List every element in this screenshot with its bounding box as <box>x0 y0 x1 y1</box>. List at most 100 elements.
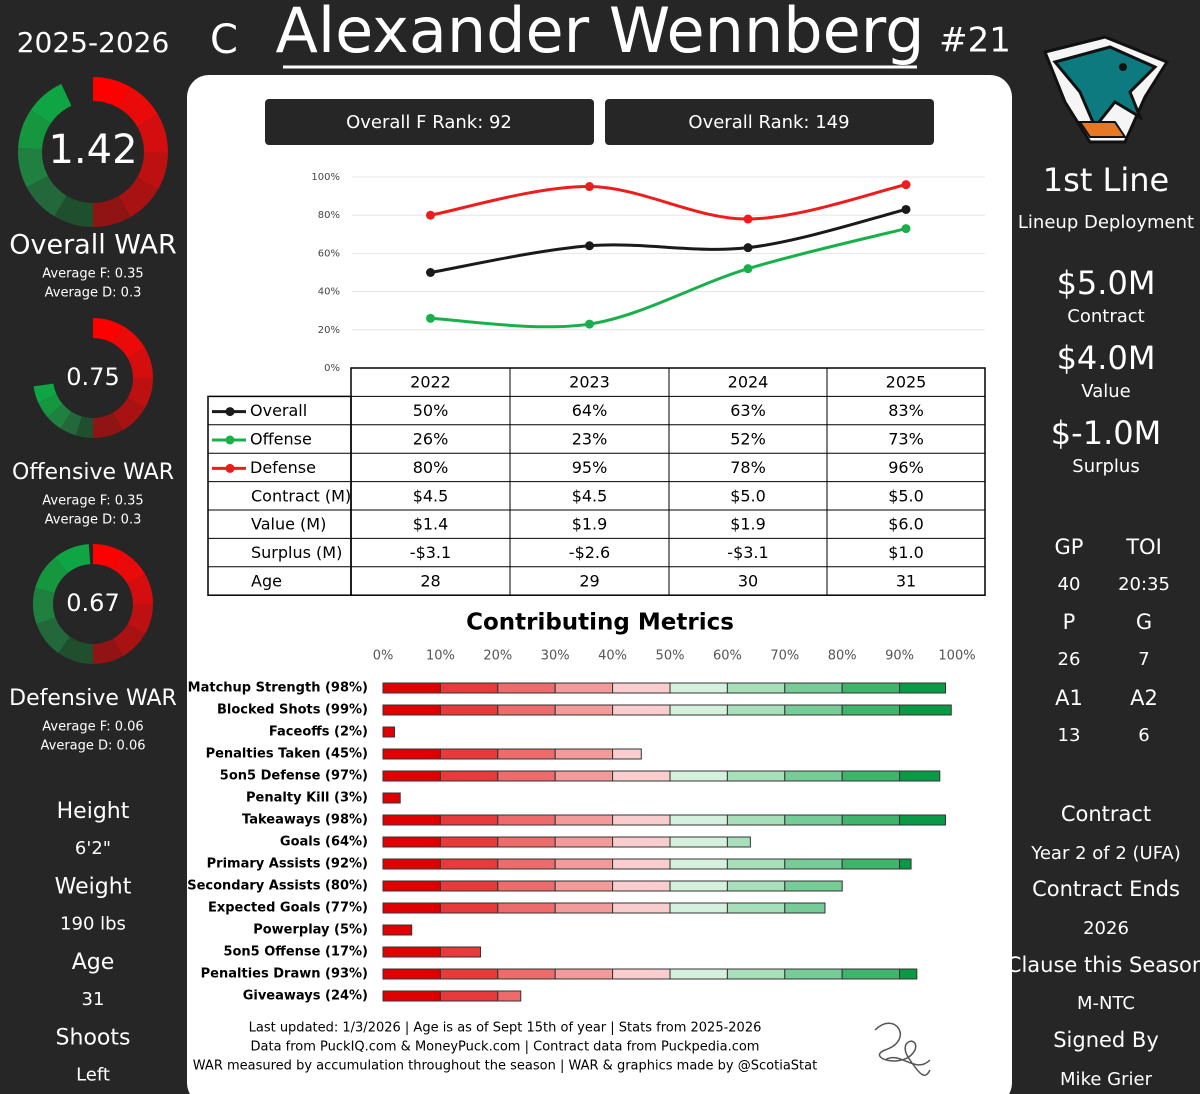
player-name: Alexander Wennberg <box>275 0 924 67</box>
gauge-segment <box>113 398 145 430</box>
bar-segment <box>382 814 441 826</box>
x-tick-label: 80% <box>828 649 857 664</box>
bar-segment <box>439 968 499 980</box>
footer-note: WAR measured by accumulation throughout … <box>193 1059 817 1074</box>
money-label: Contract <box>1067 306 1144 327</box>
gauge-segment <box>93 638 123 664</box>
money-label: Surplus <box>1072 456 1139 477</box>
legend-dot <box>225 435 235 445</box>
contract-info: Year 2 of 2 (UFA) <box>1030 843 1180 864</box>
bar-segment <box>497 880 556 892</box>
bar-segment <box>669 858 728 870</box>
bio-value: 31 <box>82 989 105 1010</box>
bar-segment <box>726 858 786 870</box>
table-cell: $1.9 <box>572 515 608 534</box>
gauge-segment <box>113 552 145 584</box>
gauge-segment <box>18 148 48 188</box>
rank: Overall F Rank: 92 <box>346 112 512 133</box>
stat: 40 <box>1058 574 1081 595</box>
bar-segment <box>382 858 441 870</box>
bar-segment <box>841 704 901 716</box>
bar-segment <box>497 682 556 694</box>
contract-info: Mike Grier <box>1060 1069 1153 1090</box>
table-cell: -$3.1 <box>410 543 451 562</box>
season: 2025-2026 <box>17 26 170 59</box>
table-cell: $4.5 <box>413 486 449 505</box>
metric-label: Penalties Drawn (93%) <box>201 967 368 982</box>
chart-title: Contributing Metrics <box>466 610 734 636</box>
jersey-number: #21 <box>939 21 1011 61</box>
series-point <box>585 319 594 329</box>
bar-segment <box>612 880 671 892</box>
bar-segment <box>554 748 614 760</box>
bar-segment <box>497 704 556 716</box>
bar-segment <box>726 814 786 826</box>
x-tick-label: 2025 <box>886 373 927 392</box>
gauge-segment <box>93 77 131 108</box>
bar-segment <box>497 858 556 870</box>
x-tick-label: 70% <box>770 649 799 664</box>
gauge-segment <box>35 557 68 594</box>
series-point <box>743 214 753 224</box>
series-line <box>430 227 907 329</box>
table-cell: -$3.1 <box>727 543 768 562</box>
bar-segment <box>382 682 441 694</box>
bar-segment <box>382 880 441 892</box>
legend-label: Offense <box>250 430 312 449</box>
bio-label: Weight <box>55 875 132 900</box>
metric-label: Expected Goals (77%) <box>208 901 368 916</box>
contract-info: Clause this Season <box>1007 953 1200 977</box>
value-label: 63% <box>730 401 766 420</box>
x-tick-label: 30% <box>541 649 570 664</box>
bar-segment <box>497 902 556 914</box>
bar-segment <box>497 968 556 980</box>
bar-segment <box>497 748 556 760</box>
bar <box>382 682 947 694</box>
gauge-segment <box>93 196 131 227</box>
bar <box>382 902 826 914</box>
stat: 20:35 <box>1118 574 1170 595</box>
stat: A2 <box>1130 686 1158 710</box>
bar-segment <box>669 836 728 848</box>
bar <box>382 726 395 738</box>
bar-segment <box>784 968 843 980</box>
bar-segment <box>841 858 901 870</box>
bar-segment <box>899 770 941 782</box>
war-value: 0.67 <box>66 589 119 617</box>
series-point <box>585 241 594 251</box>
x-tick-label: 100% <box>938 649 975 664</box>
bar-segment <box>612 704 671 716</box>
stat: 13 <box>1058 725 1081 746</box>
value-label: 95% <box>572 458 608 477</box>
bar-segment <box>612 770 671 782</box>
metric-label: Penalty Kill (3%) <box>246 791 368 806</box>
bar-segment <box>669 902 728 914</box>
gauge-segment <box>127 348 153 378</box>
x-tick-label: 10% <box>426 649 455 664</box>
bar-segment <box>784 880 843 892</box>
metric-label: Takeaways (98%) <box>242 813 368 828</box>
x-tick-label: 60% <box>713 649 742 664</box>
bar-segment <box>784 902 826 914</box>
bio-value: Left <box>76 1065 110 1086</box>
series-point <box>426 210 435 220</box>
war-average-d: Average D: 0.06 <box>41 739 146 754</box>
value-label: 50% <box>413 401 449 420</box>
table-cell: $5.0 <box>888 486 924 505</box>
bar-segment <box>439 682 499 694</box>
gauge-segment <box>38 394 63 418</box>
bar-segment <box>899 682 947 694</box>
gauge-segment <box>93 544 123 570</box>
bar-segment <box>554 836 614 848</box>
bar-segment <box>612 968 671 980</box>
stat: 26 <box>1058 649 1081 670</box>
bar-segment <box>612 814 671 826</box>
bar-segment <box>554 770 614 782</box>
gauge-segment <box>113 624 145 656</box>
value-label: 83% <box>888 401 924 420</box>
gauge-segment <box>54 195 93 227</box>
war-label: Defensive WAR <box>9 686 177 711</box>
series-point <box>901 180 911 190</box>
bar-segment <box>726 968 786 980</box>
